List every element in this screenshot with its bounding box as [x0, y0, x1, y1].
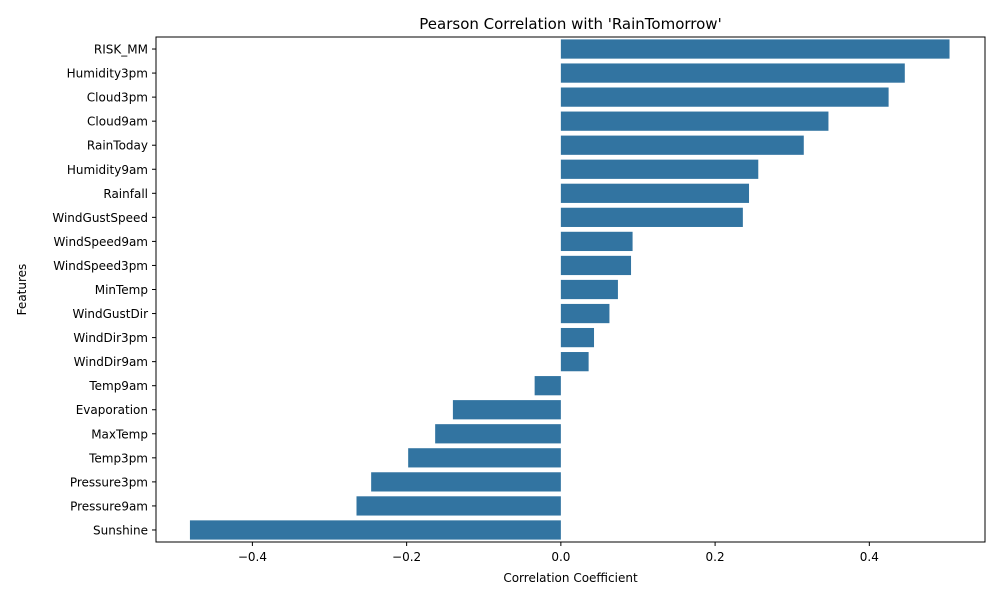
- bar-risk_mm: [560, 39, 950, 59]
- y-tick-label: Evaporation: [76, 403, 148, 417]
- y-tick-label: MinTemp: [95, 283, 148, 297]
- y-tick-label: Cloud9am: [87, 115, 148, 129]
- y-axis-ticks: RISK_MM Humidity3pm Cloud3pm Cloud9am RainTo…: [52, 43, 156, 537]
- bar-humidity9am: [560, 159, 759, 179]
- y-tick-label: Pressure3pm: [70, 475, 148, 489]
- y-tick-label: MaxTemp: [91, 427, 148, 441]
- bar-temp9am: [534, 376, 561, 396]
- x-tick-label: 0.4: [860, 550, 879, 564]
- bar-pressure3pm: [371, 472, 561, 492]
- x-tick-label: 0.2: [706, 550, 725, 564]
- bar-pressure9am: [356, 496, 561, 516]
- plot-frame: [155, 36, 986, 543]
- y-tick-label: WindDir9am: [74, 355, 148, 369]
- y-tick-label: RISK_MM: [94, 43, 148, 57]
- bar-cloud9am: [560, 111, 829, 131]
- y-tick-label: Rainfall: [103, 187, 148, 201]
- y-tick-label: WindSpeed9am: [54, 235, 148, 249]
- bars-group: [189, 39, 950, 540]
- bar-temp3pm: [408, 448, 561, 468]
- bar-windgustspeed: [560, 207, 743, 227]
- bar-raintoday: [560, 135, 804, 155]
- x-tick-label: −0.4: [238, 550, 267, 564]
- y-tick-label: Temp9am: [88, 379, 148, 393]
- y-axis-label: Features: [15, 264, 29, 316]
- bar-winddir3pm: [560, 327, 595, 348]
- chart-title: Pearson Correlation with 'RainTomorrow': [419, 15, 721, 33]
- bar-cloud3pm: [560, 87, 889, 107]
- y-tick-label: WindDir3pm: [73, 331, 148, 345]
- y-tick-label: RainToday: [87, 139, 148, 153]
- bar-evaporation: [452, 400, 561, 420]
- y-tick-label: Temp3pm: [88, 451, 148, 465]
- y-tick-label: Sunshine: [93, 523, 148, 537]
- x-axis-ticks: −0.4 −0.2 0.0 0.2 0.4: [238, 542, 879, 564]
- bar-windgustdir: [560, 303, 610, 324]
- y-tick-label: Humidity9am: [67, 163, 148, 177]
- y-tick-label: WindGustSpeed: [52, 211, 148, 225]
- y-tick-label: WindGustDir: [72, 307, 148, 321]
- y-tick-label: Cloud3pm: [87, 91, 148, 105]
- y-tick-label: Humidity3pm: [67, 67, 148, 81]
- bar-maxtemp: [435, 424, 561, 444]
- y-tick-label: Pressure9am: [70, 499, 148, 513]
- bar-humidity3pm: [560, 63, 905, 83]
- bar-rainfall: [560, 183, 750, 203]
- bar-mintemp: [560, 279, 618, 300]
- bar-sunshine: [189, 520, 561, 540]
- x-tick-label: 0.0: [551, 550, 570, 564]
- bar-windspeed9am: [560, 231, 633, 252]
- bar-winddir9am: [560, 352, 589, 372]
- bar-windspeed3pm: [560, 255, 632, 276]
- y-tick-label: WindSpeed3pm: [53, 259, 148, 273]
- x-tick-label: −0.2: [392, 550, 421, 564]
- x-axis-label: Correlation Coefficient: [503, 571, 638, 585]
